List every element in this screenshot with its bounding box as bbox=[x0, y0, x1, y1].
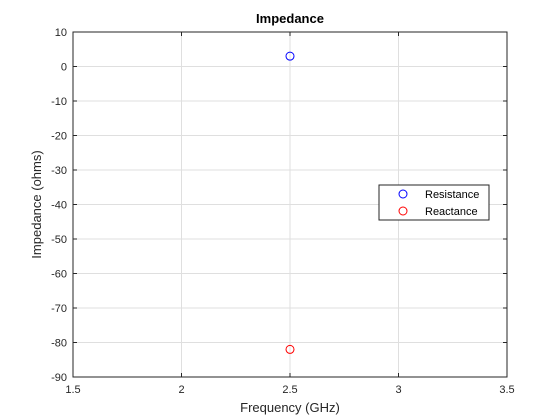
y-axis-label: Impedance (ohms) bbox=[29, 150, 44, 258]
x-tick-labels: 1.5 2 2.5 3 3.5 bbox=[65, 384, 514, 396]
y-tick-label: -10 bbox=[51, 96, 67, 108]
x-axis-label: Frequency (GHz) bbox=[240, 400, 340, 415]
y-tick-label: -30 bbox=[51, 165, 67, 177]
x-tick-label: 1.5 bbox=[65, 384, 80, 396]
data-points bbox=[285, 51, 295, 354]
y-tick-label: -20 bbox=[51, 131, 67, 143]
x-tick-label: 3 bbox=[395, 384, 401, 396]
y-tick-label: -80 bbox=[51, 338, 67, 350]
y-tick-label: 0 bbox=[61, 62, 67, 74]
data-point-resistance bbox=[285, 51, 295, 61]
chart-title: Impedance bbox=[256, 11, 324, 26]
legend-marker-reactance bbox=[398, 206, 408, 216]
y-tick-label: -70 bbox=[51, 303, 67, 315]
x-tick-label: 2.5 bbox=[282, 384, 297, 396]
y-tick-label: -60 bbox=[51, 269, 67, 281]
legend-marker-resistance bbox=[398, 189, 408, 199]
y-tick-label: -90 bbox=[51, 372, 67, 384]
y-tick-labels: 10 0 -10 -20 -30 -40 -50 -60 -70 -80 -90 bbox=[51, 27, 67, 384]
tick-layer bbox=[72, 31, 508, 378]
x-tick-label: 2 bbox=[178, 384, 184, 396]
legend-label-reactance: Reactance bbox=[425, 206, 478, 218]
legend: Resistance Reactance bbox=[378, 184, 490, 221]
y-tick-label: -40 bbox=[51, 200, 67, 212]
data-point-reactance bbox=[285, 344, 295, 354]
legend-box bbox=[378, 184, 490, 221]
y-tick-label: 10 bbox=[55, 27, 67, 39]
x-tick-label: 3.5 bbox=[499, 384, 514, 396]
y-tick-label: -50 bbox=[51, 234, 67, 246]
legend-label-resistance: Resistance bbox=[425, 189, 479, 201]
